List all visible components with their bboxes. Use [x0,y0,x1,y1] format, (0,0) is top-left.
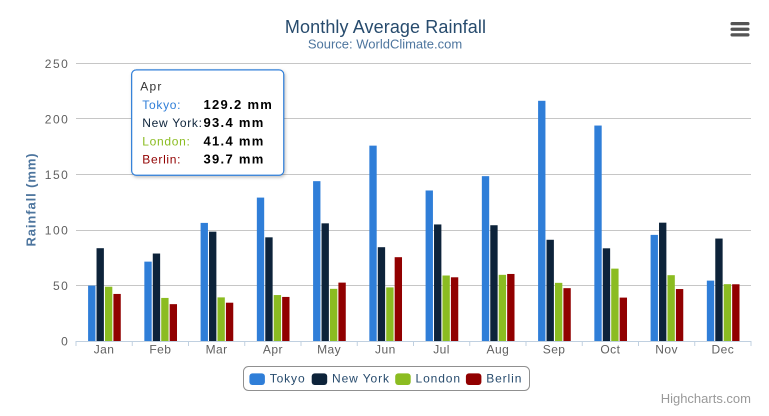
svg-text:Highcharts.com: Highcharts.com [661,391,751,406]
svg-text:150: 150 [45,168,70,182]
svg-text:Sep: Sep [543,343,566,357]
svg-text:200: 200 [45,112,70,126]
svg-text:Oct: Oct [600,343,620,357]
svg-text:New York:: New York: [142,116,202,130]
svg-text:Berlin: Berlin [486,371,522,385]
svg-text:Monthly Average Rainfall: Monthly Average Rainfall [285,17,486,37]
svg-text:Feb: Feb [149,343,171,357]
svg-text:Tokyo: Tokyo [270,371,306,385]
svg-text:Rainfall (mm): Rainfall (mm) [24,152,39,246]
svg-text:Apr: Apr [140,80,162,94]
svg-text:Mar: Mar [206,343,228,357]
svg-text:50: 50 [53,279,69,293]
svg-text:129.2 mm: 129.2 mm [204,97,274,112]
svg-text:39.7 mm: 39.7 mm [204,152,265,167]
svg-text:100: 100 [45,223,70,237]
svg-text:0: 0 [61,334,69,348]
svg-text:Apr: Apr [263,343,283,357]
svg-text:Dec: Dec [712,343,735,357]
svg-text:Nov: Nov [655,343,678,357]
svg-text:Aug: Aug [487,343,510,357]
svg-text:Jan: Jan [94,343,115,357]
svg-text:New York: New York [332,371,390,385]
svg-text:Jun: Jun [375,343,396,357]
svg-text:250: 250 [45,57,70,71]
svg-text:Berlin:: Berlin: [142,153,181,167]
svg-text:London: London [416,371,461,385]
svg-text:May: May [317,343,341,357]
svg-text:Tokyo:: Tokyo: [142,98,181,112]
svg-text:Jul: Jul [433,343,450,357]
svg-text:London:: London: [142,134,190,148]
svg-text:41.4 mm: 41.4 mm [204,133,265,148]
svg-text:Source: WorldClimate.com: Source: WorldClimate.com [308,37,462,52]
svg-text:93.4 mm: 93.4 mm [204,115,265,130]
